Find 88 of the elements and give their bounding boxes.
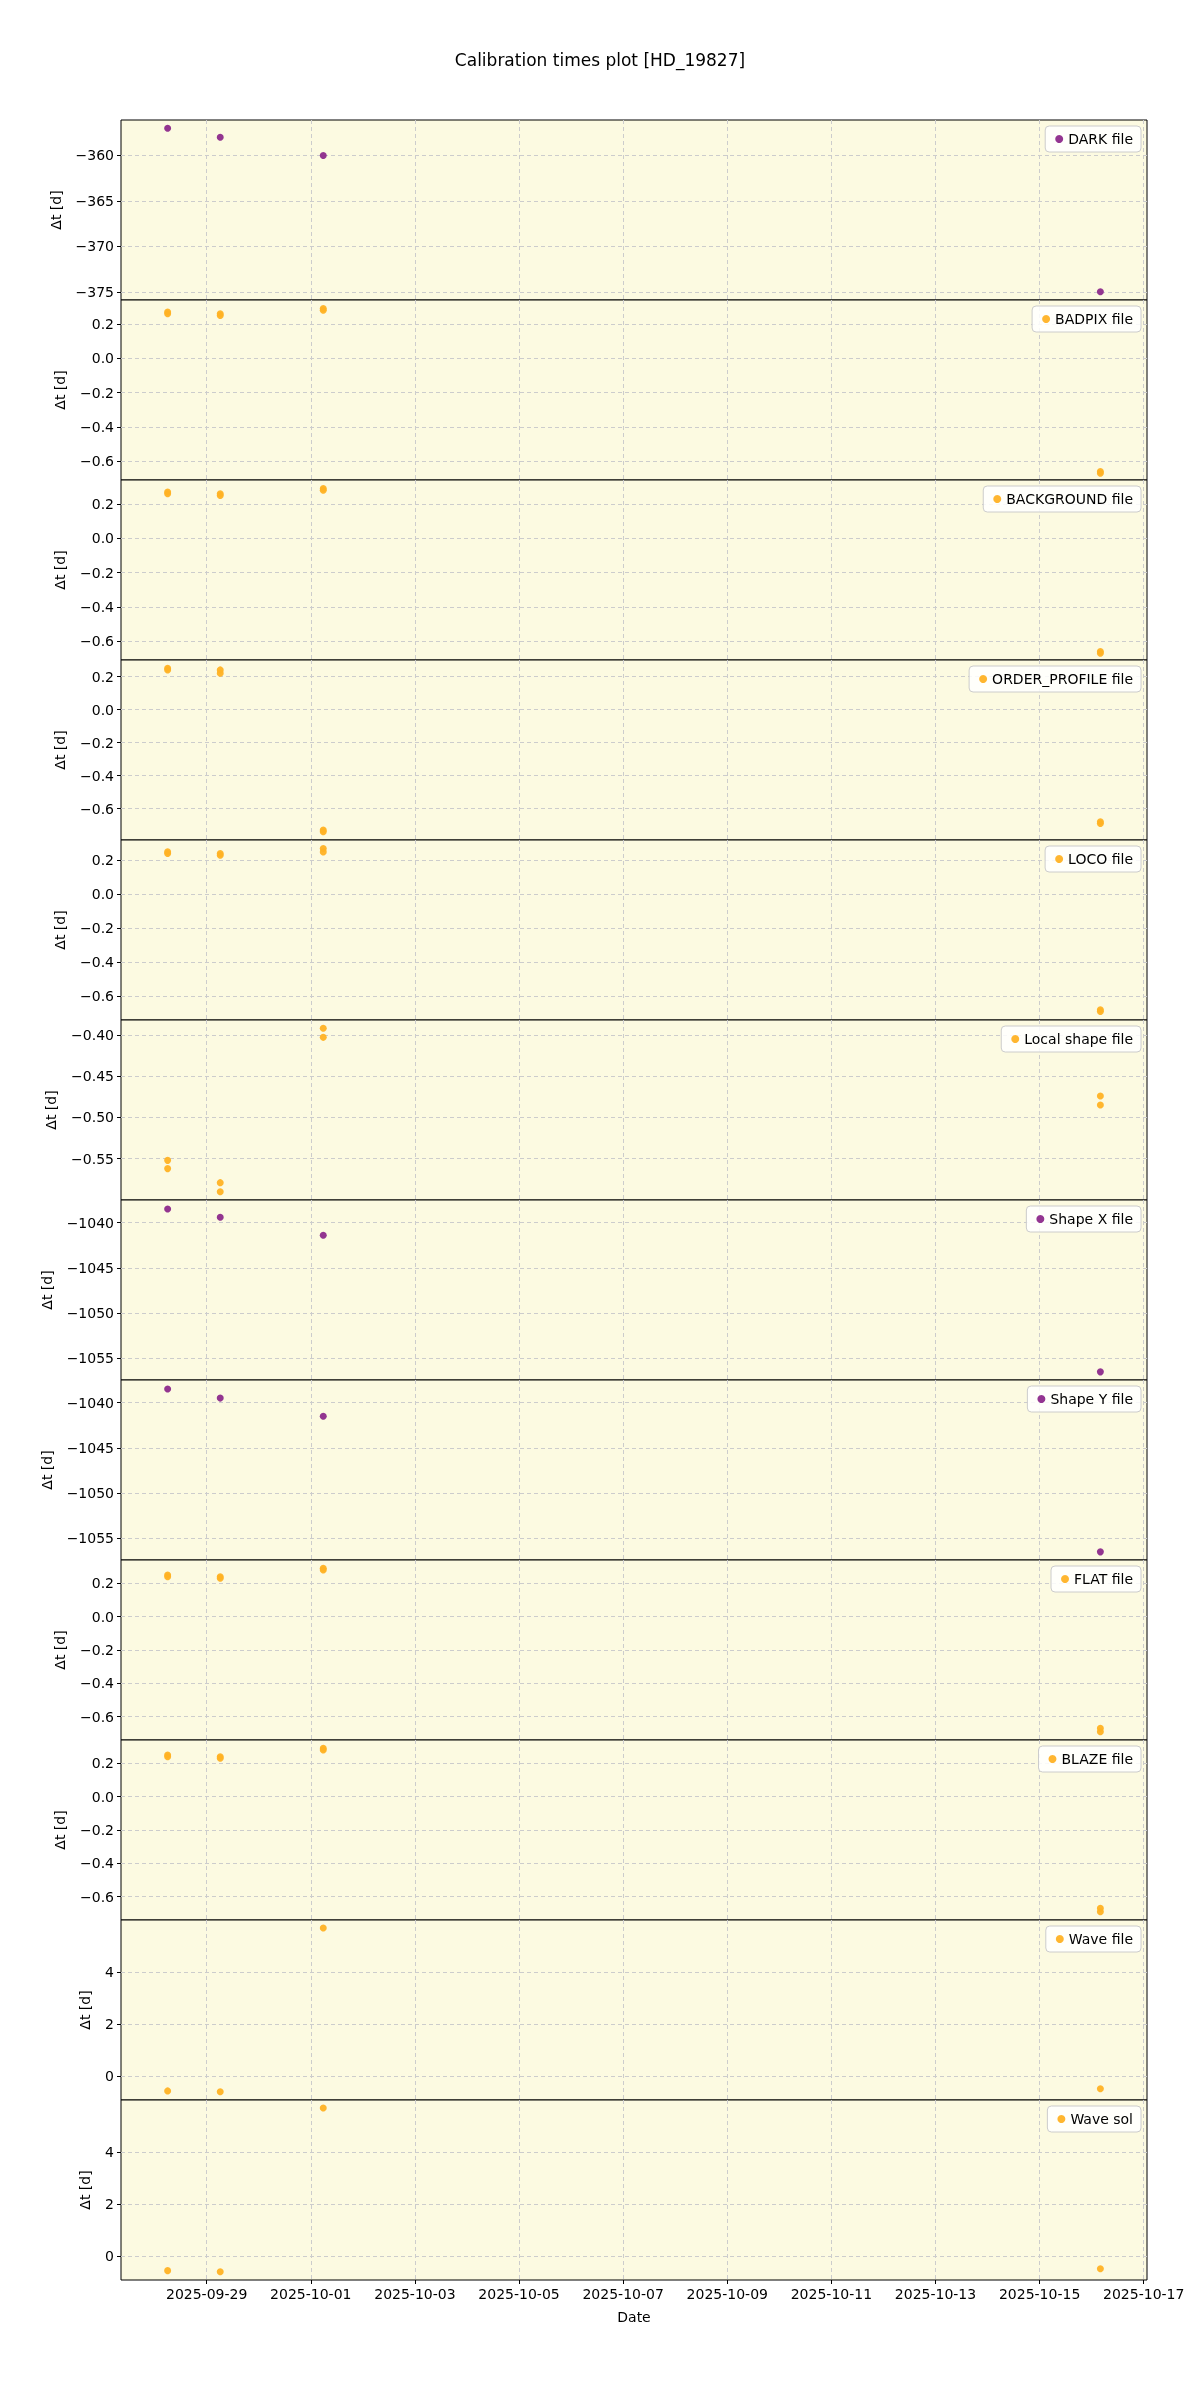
legend-label: Wave file xyxy=(1068,1931,1134,1947)
y-tick-label: −0.6 xyxy=(80,1888,115,1905)
y-tick-label: −0.45 xyxy=(71,1068,114,1085)
legend-label: Local shape file xyxy=(1024,1031,1134,1047)
y-tick-label: 2 xyxy=(105,2195,114,2212)
y-tick-label: −1040 xyxy=(66,1214,114,1231)
x-tick-label: 2025-10-03 xyxy=(374,2286,456,2302)
x-tick-label: 2025-10-01 xyxy=(270,2286,352,2302)
y-tick-label: −1040 xyxy=(66,1394,114,1411)
y-tick-label: −0.4 xyxy=(80,598,115,615)
legend-label: BACKGROUND file xyxy=(1006,491,1134,507)
y-tick-label: −0.4 xyxy=(80,954,115,971)
legend-label: ORDER_PROFILE file xyxy=(992,671,1133,687)
y-tick-label: 0.0 xyxy=(91,1788,114,1805)
y-axis-title: Δt [d] xyxy=(77,1990,94,2030)
y-tick-label: 0.2 xyxy=(91,496,114,512)
x-axis-title: Date xyxy=(617,2309,651,2325)
y-axis-title: Δt [d] xyxy=(38,1450,55,1490)
y-axis-title: Δt [d] xyxy=(52,1630,68,1670)
y-tick-label: −0.4 xyxy=(80,767,115,784)
y-axis-title: Δt [d] xyxy=(52,550,68,590)
y-tick-label: 2 xyxy=(105,2015,114,2032)
legend-label: Shape X file xyxy=(1049,1211,1133,1227)
legend-label: Wave sol xyxy=(1070,2111,1133,2127)
y-tick-label: −0.2 xyxy=(80,1642,114,1658)
x-tick-label: 2025-09-29 xyxy=(165,2286,248,2302)
y-tick-label: 0.0 xyxy=(91,886,114,903)
y-axis-title: Δt [d] xyxy=(52,910,68,950)
y-axis-title: Δt [d] xyxy=(43,1090,60,1130)
y-tick-label: −0.6 xyxy=(80,1708,115,1725)
y-tick-label: −370 xyxy=(75,238,114,255)
y-tick-label: 0.2 xyxy=(91,852,114,869)
y-tick-label: −375 xyxy=(75,283,114,300)
x-tick-label: 2025-10-17 xyxy=(1103,2286,1185,2302)
y-tick-label: −0.4 xyxy=(80,1855,115,1872)
x-tick-label: 2025-10-09 xyxy=(686,2286,768,2302)
y-tick-label: −0.6 xyxy=(80,633,115,650)
legend-label: Shape Y file xyxy=(1050,1391,1134,1407)
chart-title: Calibration times plot [HD_19827] xyxy=(454,49,746,71)
y-axis-title: Δt [d] xyxy=(47,190,64,230)
y-tick-label: −1050 xyxy=(66,1305,114,1322)
y-tick-label: 0.0 xyxy=(91,530,114,547)
legend-label: DARK file xyxy=(1068,131,1134,147)
x-tick-label: 2025-10-07 xyxy=(582,2286,664,2302)
y-axis-title: Δt [d] xyxy=(52,1810,68,1850)
y-axis-title: Δt [d] xyxy=(52,370,68,410)
y-tick-label: 0 xyxy=(105,2247,114,2264)
y-axis-title: Δt [d] xyxy=(38,1270,55,1310)
y-tick-label: −1055 xyxy=(66,1350,114,1367)
y-tick-label: 4 xyxy=(105,1963,115,1980)
y-tick-label: −0.4 xyxy=(80,1675,115,1692)
y-tick-label: −1045 xyxy=(66,1259,114,1276)
y-tick-label: 0.0 xyxy=(91,701,114,718)
y-tick-label: −1050 xyxy=(66,1485,114,1502)
x-tick-label: 2025-10-05 xyxy=(478,2286,560,2302)
y-tick-label: 0.0 xyxy=(91,1608,114,1625)
y-tick-label: −365 xyxy=(75,192,114,209)
x-tick-label: 2025-10-15 xyxy=(998,2286,1081,2302)
y-tick-label: −0.40 xyxy=(71,1026,114,1043)
y-tick-label: −0.6 xyxy=(80,800,115,817)
y-tick-label: 0.2 xyxy=(91,1755,114,1772)
legend-label: BLAZE file xyxy=(1061,1751,1133,1767)
y-tick-label: −0.2 xyxy=(80,564,114,581)
x-tick-label: 2025-10-13 xyxy=(894,2286,977,2302)
y-axis-title: Δt [d] xyxy=(77,2170,94,2210)
y-tick-label: −0.2 xyxy=(80,920,114,937)
legend-label: FLAT file xyxy=(1074,1571,1134,1587)
y-tick-label: −0.55 xyxy=(71,1150,114,1167)
y-tick-label: 0.2 xyxy=(91,316,114,332)
y-tick-label: 0.2 xyxy=(91,668,114,685)
y-tick-label: −0.6 xyxy=(80,453,115,470)
x-tick-label: 2025-10-11 xyxy=(790,2286,873,2302)
y-tick-label: −0.50 xyxy=(71,1109,114,1126)
y-tick-label: −0.4 xyxy=(80,418,115,435)
y-tick-label: −360 xyxy=(75,147,114,164)
y-tick-label: 0 xyxy=(105,2067,114,2084)
y-tick-label: −0.6 xyxy=(80,988,115,1005)
y-tick-label: −1045 xyxy=(66,1439,114,1456)
legend-label: LOCO file xyxy=(1068,851,1133,867)
y-tick-label: 0.0 xyxy=(91,350,114,367)
y-axis-title: Δt [d] xyxy=(52,730,68,770)
y-tick-label: 0.2 xyxy=(91,1575,114,1592)
y-tick-label: −0.2 xyxy=(80,734,114,751)
y-tick-label: −0.2 xyxy=(80,1822,114,1838)
y-tick-label: −0.2 xyxy=(80,384,114,401)
legend-label: BADPIX file xyxy=(1055,311,1134,327)
y-tick-label: 4 xyxy=(105,2143,115,2160)
y-tick-label: −1055 xyxy=(66,1530,114,1547)
